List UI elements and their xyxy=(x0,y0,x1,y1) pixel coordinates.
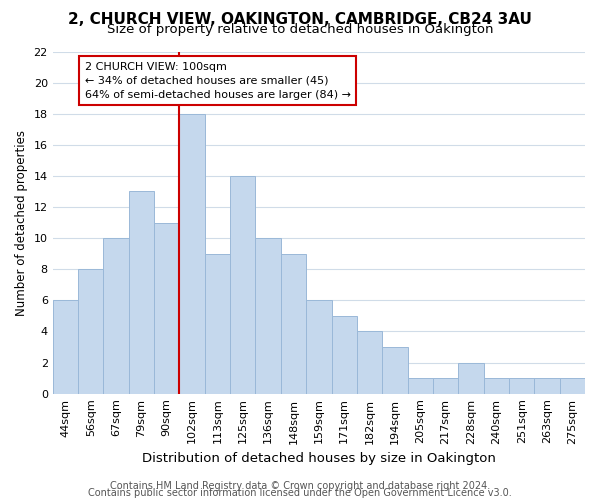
Text: Contains public sector information licensed under the Open Government Licence v3: Contains public sector information licen… xyxy=(88,488,512,498)
Bar xyxy=(103,238,129,394)
Text: Contains HM Land Registry data © Crown copyright and database right 2024.: Contains HM Land Registry data © Crown c… xyxy=(110,481,490,491)
Bar xyxy=(53,300,78,394)
Bar xyxy=(179,114,205,394)
Bar xyxy=(484,378,509,394)
Text: 2, CHURCH VIEW, OAKINGTON, CAMBRIDGE, CB24 3AU: 2, CHURCH VIEW, OAKINGTON, CAMBRIDGE, CB… xyxy=(68,12,532,28)
Text: Size of property relative to detached houses in Oakington: Size of property relative to detached ho… xyxy=(107,22,493,36)
X-axis label: Distribution of detached houses by size in Oakington: Distribution of detached houses by size … xyxy=(142,452,496,465)
Bar xyxy=(509,378,535,394)
Bar xyxy=(230,176,256,394)
Text: 2 CHURCH VIEW: 100sqm
← 34% of detached houses are smaller (45)
64% of semi-deta: 2 CHURCH VIEW: 100sqm ← 34% of detached … xyxy=(85,62,350,100)
Bar xyxy=(535,378,560,394)
Bar xyxy=(129,192,154,394)
Bar xyxy=(332,316,357,394)
Bar xyxy=(357,332,382,394)
Bar xyxy=(78,270,103,394)
Bar xyxy=(256,238,281,394)
Bar xyxy=(407,378,433,394)
Bar xyxy=(154,222,179,394)
Bar xyxy=(382,347,407,394)
Bar xyxy=(306,300,332,394)
Bar xyxy=(433,378,458,394)
Bar xyxy=(458,362,484,394)
Bar xyxy=(281,254,306,394)
Bar xyxy=(205,254,230,394)
Bar xyxy=(560,378,585,394)
Y-axis label: Number of detached properties: Number of detached properties xyxy=(15,130,28,316)
